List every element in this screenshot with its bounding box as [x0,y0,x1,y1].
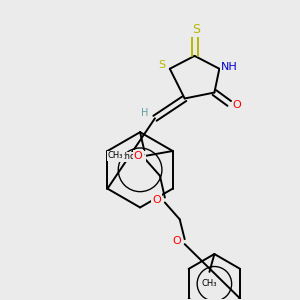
Text: S: S [158,60,166,70]
Text: CH₃: CH₃ [202,279,217,288]
Text: S: S [193,22,201,36]
Text: O: O [172,236,181,246]
Text: H: H [141,108,149,118]
Text: NH: NH [221,62,238,72]
Text: O: O [136,152,146,162]
Text: O: O [233,100,242,110]
Text: methoxy: methoxy [109,152,146,161]
Text: O: O [153,194,161,205]
Text: CH₃: CH₃ [108,152,123,160]
Text: O: O [134,151,142,161]
